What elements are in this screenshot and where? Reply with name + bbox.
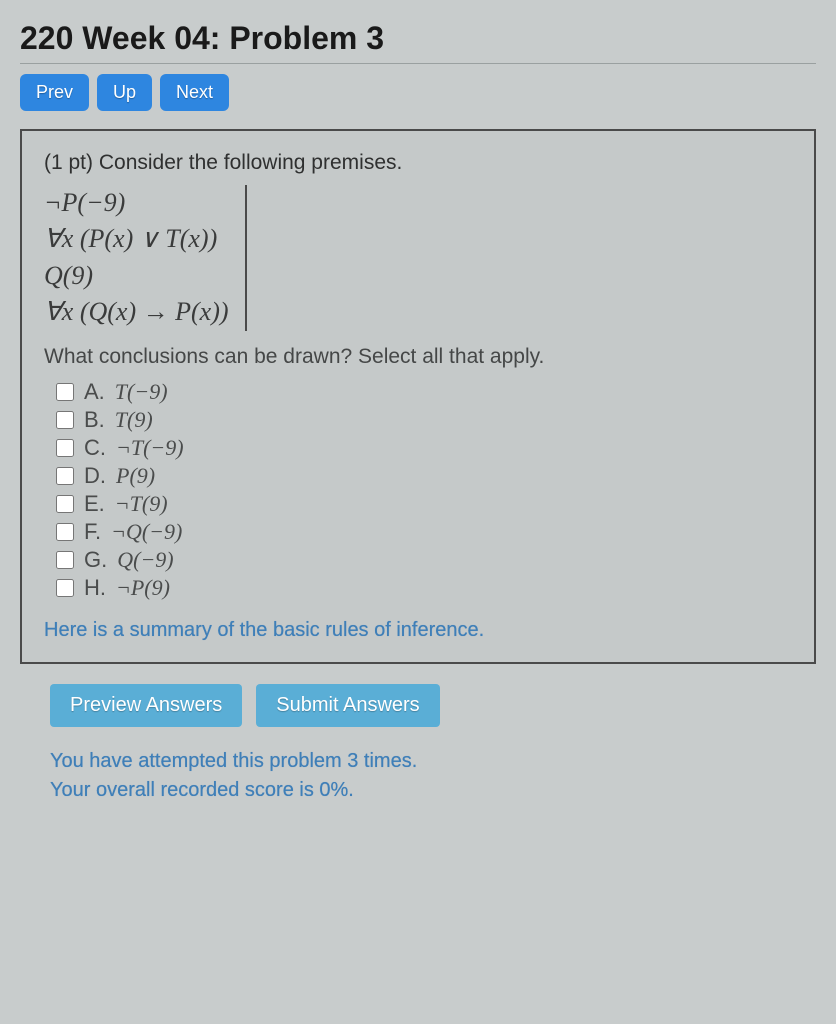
option-b-checkbox[interactable] — [56, 411, 74, 429]
option-h-math: ¬P(9) — [116, 575, 170, 601]
problem-intro: (1 pt) Consider the following premises. — [44, 151, 792, 175]
premises-block: ¬P(−9) ∀x (P(x) ∨ T(x)) Q(9) ∀x (Q(x) → … — [44, 185, 247, 331]
preview-answers-button[interactable]: Preview Answers — [50, 684, 242, 727]
option-b-letter: B. — [84, 407, 105, 433]
option-e-math: ¬T(9) — [115, 491, 168, 517]
score-line: Your overall recorded score is 0%. — [50, 776, 816, 805]
intro-text: Consider the following premises. — [99, 151, 402, 174]
action-buttons: Preview Answers Submit Answers — [20, 684, 816, 727]
option-b-math: T(9) — [115, 407, 153, 433]
option-h: H. ¬P(9) — [56, 575, 792, 601]
option-h-checkbox[interactable] — [56, 579, 74, 597]
option-d: D. P(9) — [56, 463, 792, 489]
option-f-math: ¬Q(−9) — [111, 519, 182, 545]
title-rule — [20, 63, 816, 64]
prev-button[interactable]: Prev — [20, 74, 89, 111]
submit-answers-button[interactable]: Submit Answers — [256, 684, 439, 727]
option-a: A. T(−9) — [56, 379, 792, 405]
question-text: What conclusions can be drawn? Select al… — [44, 345, 792, 369]
points-label: (1 pt) — [44, 151, 99, 174]
premise-2: ∀x (P(x) ∨ T(x)) — [44, 221, 229, 257]
option-a-letter: A. — [84, 379, 105, 405]
options-list: A. T(−9) B. T(9) C. ¬T(−9) D. P(9) E. ¬T… — [44, 379, 792, 601]
option-g: G. Q(−9) — [56, 547, 792, 573]
status-block: You have attempted this problem 3 times.… — [20, 747, 816, 805]
option-a-math: T(−9) — [115, 379, 168, 405]
premise-4: ∀x (Q(x) → P(x)) — [44, 294, 229, 330]
option-e: E. ¬T(9) — [56, 491, 792, 517]
option-b: B. T(9) — [56, 407, 792, 433]
option-e-checkbox[interactable] — [56, 495, 74, 513]
option-e-letter: E. — [84, 491, 105, 517]
option-c-letter: C. — [84, 435, 106, 461]
option-d-letter: D. — [84, 463, 106, 489]
problem-box: (1 pt) Consider the following premises. … — [20, 129, 816, 664]
option-d-math: P(9) — [116, 463, 155, 489]
option-d-checkbox[interactable] — [56, 467, 74, 485]
option-g-letter: G. — [84, 547, 107, 573]
option-a-checkbox[interactable] — [56, 383, 74, 401]
option-f: F. ¬Q(−9) — [56, 519, 792, 545]
option-c-math: ¬T(−9) — [116, 435, 184, 461]
option-h-letter: H. — [84, 575, 106, 601]
nav-buttons: Prev Up Next — [20, 74, 816, 111]
premise-1: ¬P(−9) — [44, 185, 229, 221]
option-f-checkbox[interactable] — [56, 523, 74, 541]
next-button[interactable]: Next — [160, 74, 229, 111]
option-f-letter: F. — [84, 519, 101, 545]
page-title: 220 Week 04: Problem 3 — [20, 20, 816, 57]
option-g-math: Q(−9) — [117, 547, 173, 573]
attempts-line: You have attempted this problem 3 times. — [50, 747, 816, 776]
option-c: C. ¬T(−9) — [56, 435, 792, 461]
up-button[interactable]: Up — [97, 74, 152, 111]
option-g-checkbox[interactable] — [56, 551, 74, 569]
rules-summary-link[interactable]: Here is a summary of the basic rules of … — [44, 619, 792, 642]
premise-3: Q(9) — [44, 258, 229, 294]
option-c-checkbox[interactable] — [56, 439, 74, 457]
